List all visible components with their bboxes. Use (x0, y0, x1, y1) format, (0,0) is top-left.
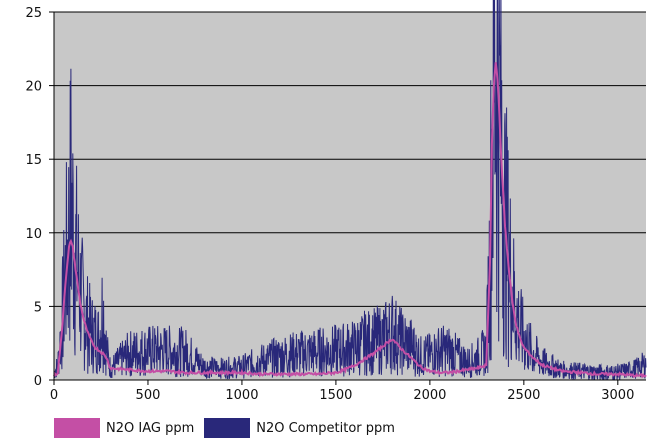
y-tick-label: 0 (34, 374, 42, 389)
legend-label-competitor: N2O Competitor ppm (256, 420, 395, 436)
axes (53, 12, 646, 381)
y-tick-label: 25 (25, 6, 42, 21)
legend-swatch-iag (54, 418, 100, 438)
x-tick-label: 3000 (601, 388, 634, 403)
x-tick-label: 500 (136, 388, 161, 403)
legend-item-iag: N2O IAG ppm (54, 418, 194, 438)
series-line-iag (53, 62, 647, 379)
x-tick-label: 0 (50, 388, 58, 403)
x-tick-label: 1000 (225, 388, 258, 403)
x-tick-label: 1500 (319, 388, 352, 403)
y-axis-ticks: 0 5 10 15 20 25 (25, 6, 54, 389)
grid-lines (54, 11, 646, 307)
x-tick-label: 2000 (413, 388, 446, 403)
legend-item-competitor: N2O Competitor ppm (204, 418, 395, 438)
legend-swatch-competitor (204, 418, 251, 438)
y-tick-label: 15 (25, 153, 42, 168)
legend-label-iag: N2O IAG ppm (106, 420, 195, 436)
y-tick-label: 5 (34, 300, 42, 315)
y-tick-label: 10 (25, 227, 42, 242)
y-tick-label: 20 (25, 80, 42, 95)
series-layer (53, 0, 647, 381)
x-axis-ticks: 0 500 1000 1500 2000 2500 3000 (50, 380, 634, 403)
x-tick-label: 2500 (507, 388, 540, 403)
plot-area (54, 12, 646, 380)
legend: N2O IAG ppm N2O Competitor ppm (54, 418, 405, 438)
